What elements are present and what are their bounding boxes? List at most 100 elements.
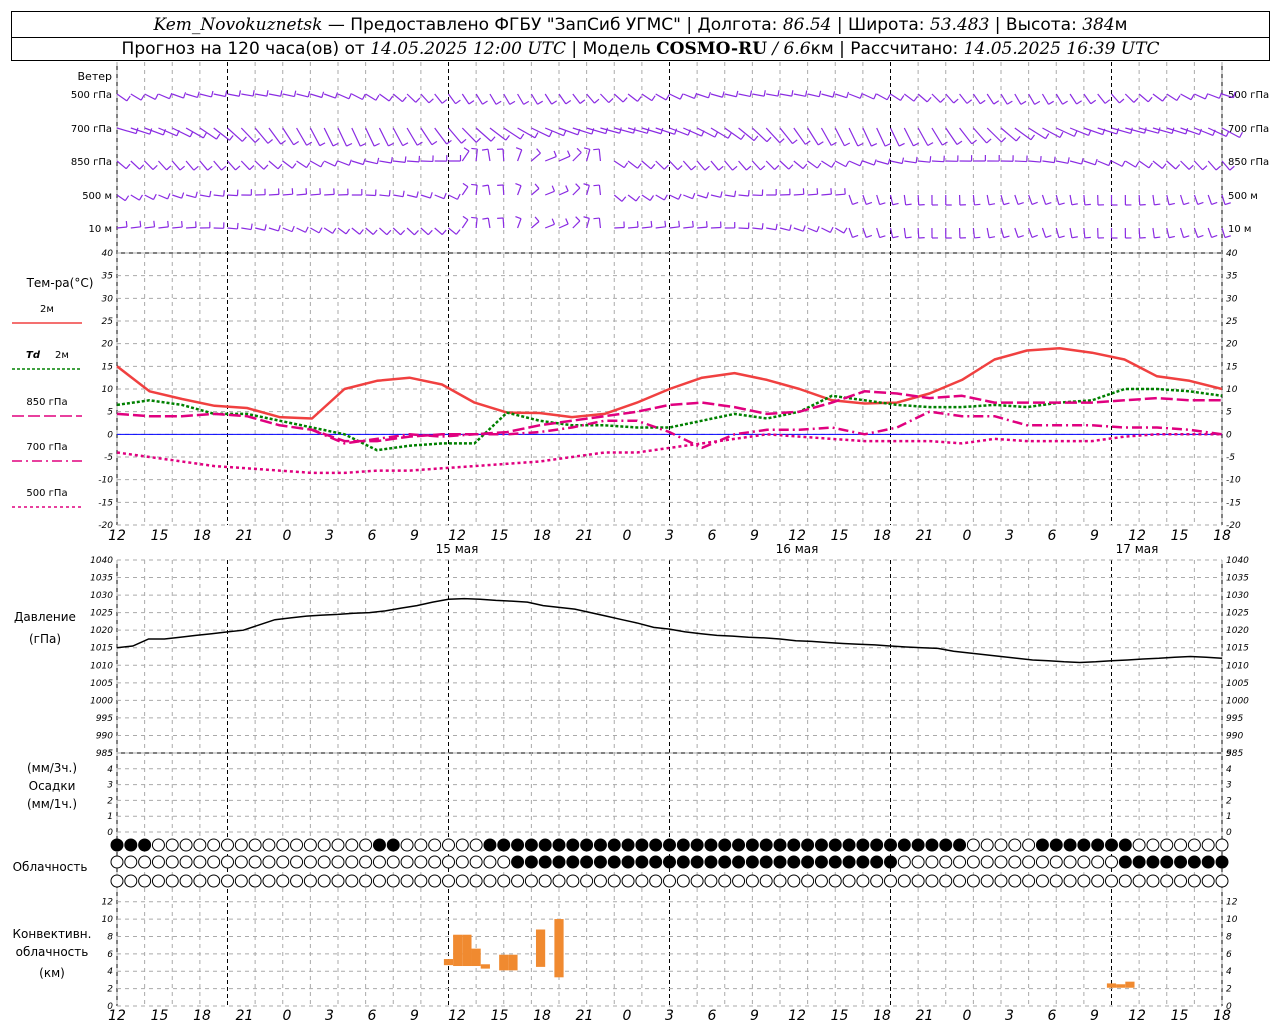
wind-barb-icon <box>804 90 808 97</box>
precip-ytick-right: 1 <box>1226 812 1232 822</box>
time-tick-upper: 9 <box>410 528 419 544</box>
cloud-cover-icon <box>1105 874 1118 888</box>
cloud-cover-icon <box>925 855 939 869</box>
wind-barb-icon <box>158 127 178 137</box>
wind-barb-icon <box>1121 160 1126 167</box>
wind-barb-icon <box>714 131 719 138</box>
cloud-cover-icon <box>884 839 897 851</box>
wind-barb-icon <box>593 217 600 220</box>
wind-barb-icon <box>296 127 308 146</box>
wind-barb-icon <box>600 93 610 104</box>
cloud-cover-icon <box>732 839 745 851</box>
wind-barb-icon <box>296 227 306 233</box>
wind-barb-icon <box>1152 160 1163 169</box>
cloud-cover-icon <box>1215 874 1229 888</box>
wind-barb-icon <box>515 182 522 187</box>
cloud-cover-icon <box>372 874 386 888</box>
wind-barb-icon <box>1073 130 1078 137</box>
wind-barb-icon <box>481 148 489 151</box>
wind-barb-icon <box>619 127 622 134</box>
cloud-cover-icon <box>801 839 814 851</box>
wind-barb-icon <box>224 90 228 97</box>
time-tick-lower: 12 <box>108 1008 126 1024</box>
wind-barb-icon <box>390 156 393 164</box>
wind-barb-icon <box>683 93 695 100</box>
wind-barb-icon <box>1183 235 1190 239</box>
cloud-cover-icon <box>718 839 731 851</box>
cloud-cover-icon <box>1063 855 1077 869</box>
wind-barb-icon <box>663 164 669 170</box>
wind-barb-icon <box>167 220 169 227</box>
wind-barb-icon <box>972 93 981 105</box>
convective-bar <box>508 954 518 971</box>
cloud-cover-icon <box>331 855 345 869</box>
wind-barb-icon <box>1202 165 1208 171</box>
time-tick-lower: 15 <box>1171 1008 1189 1024</box>
wind-barb-icon <box>144 160 154 170</box>
wind-barb-icon <box>641 127 662 135</box>
time-tick-lower: 21 <box>576 1008 594 1024</box>
wind-barb-icon <box>1014 194 1019 205</box>
wind-level-label-right: 850 гПа <box>1228 157 1269 168</box>
wind-barb-icon <box>139 220 142 227</box>
wind-barb-icon <box>721 91 725 98</box>
cloud-cover-icon <box>221 855 234 869</box>
wind-barb-icon <box>1094 158 1098 165</box>
cloud-cover-icon <box>774 839 786 851</box>
time-tick-upper: 9 <box>750 528 759 544</box>
wind-barb-icon <box>873 159 877 166</box>
wind-barb-icon <box>1028 227 1033 238</box>
cloud-cover-icon <box>373 839 386 851</box>
wind-barb-icon <box>696 160 706 171</box>
wind-barb-icon <box>774 164 780 170</box>
cloud-cover-icon <box>870 874 884 888</box>
wind-barb-icon <box>1058 235 1065 239</box>
cloud-cover-icon <box>925 874 939 888</box>
cloud-cover-icon <box>207 838 221 852</box>
temp-series-line <box>116 390 1222 443</box>
wind-barb-icon <box>400 229 406 236</box>
cloud-cover-icon <box>870 856 883 868</box>
wind-barb-icon <box>724 194 735 198</box>
wind-barb-icon <box>734 190 737 197</box>
time-tick-lower: 6 <box>1048 1008 1057 1024</box>
wind-barb-icon <box>635 195 641 202</box>
wind-barb-icon <box>307 91 311 98</box>
cloud-cover-icon <box>1049 874 1063 888</box>
cloud-cover-icon <box>1008 855 1022 869</box>
wind-barb-icon <box>655 194 665 201</box>
wind-barb-icon <box>138 194 143 201</box>
wind-barb-icon <box>1031 201 1038 205</box>
pressure-ytick-left: 1025 <box>90 609 113 619</box>
wind-barb-icon <box>1014 160 1027 163</box>
time-tick-lower: 3 <box>325 1008 334 1024</box>
cloud-cover-icon <box>1160 856 1173 868</box>
wind-barb-icon <box>502 184 505 196</box>
wind-barb-icon <box>489 127 507 141</box>
wind-barb-icon <box>291 225 295 232</box>
wind-barb-icon <box>866 234 873 238</box>
wind-barb-icon <box>558 223 569 229</box>
wind-barb-icon <box>1221 93 1234 99</box>
wind-barb-icon <box>779 160 790 170</box>
wind-barb-icon <box>971 139 977 145</box>
wind-barb-icon <box>816 162 822 169</box>
wind-barb-icon <box>181 192 185 199</box>
wind-barb-icon <box>623 162 629 168</box>
wind-barb-icon <box>1104 99 1111 104</box>
wind-barb-icon <box>1224 202 1231 206</box>
wind-barb-icon <box>282 227 293 233</box>
wind-barb-icon <box>544 190 555 196</box>
wind-barb-icon <box>898 142 905 147</box>
time-tick-lower: 3 <box>665 1008 674 1024</box>
time-tick-lower: 21 <box>236 1008 254 1024</box>
wind-barb-icon <box>337 127 348 147</box>
wind-barb-icon <box>1224 235 1231 239</box>
wind-barb-icon <box>683 226 694 229</box>
wind-barb-icon <box>1076 100 1082 105</box>
wind-barb-icon <box>277 225 281 232</box>
wind-barb-icon <box>171 127 191 138</box>
wind-barb-icon <box>348 159 352 166</box>
wind-barb-icon <box>693 92 698 99</box>
